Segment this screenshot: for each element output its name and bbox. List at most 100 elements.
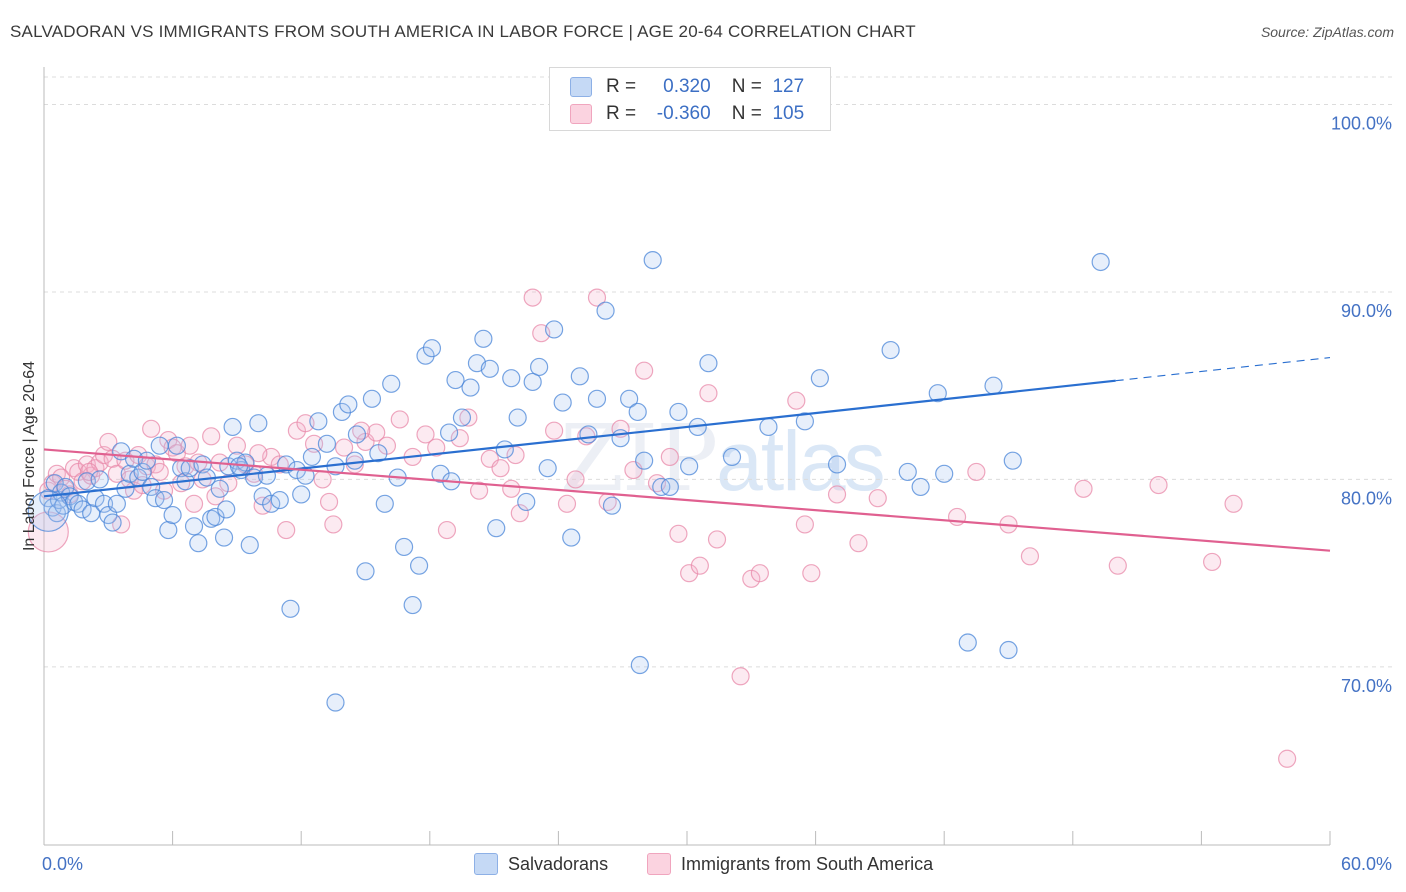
salvadorans-point [508,408,527,427]
salvadorans-point [167,436,186,455]
salvadorans-point [240,535,259,555]
immigrants-point [1278,749,1297,768]
salvadorans-point [827,455,847,474]
salvadorans-point [495,440,514,459]
salvadorans-point [90,470,109,489]
salvadorans-point [326,693,345,712]
x-axis-ticks [43,831,1331,845]
salvadorans-point [898,462,917,482]
salvadorans-point [680,457,699,476]
salvadorans-point [810,369,829,388]
legend-row-immigrants: R = -0.360 N = 105 [570,102,804,126]
salvadorans-point [439,423,459,442]
salvadorans-point [538,459,557,478]
watermark: ZIPatlas [560,405,886,512]
stats-legend: R = 0.320 N = 127 R = -0.360 N = 105 [549,67,831,131]
x-tick-label-min: 0.0% [42,854,83,874]
salvadorans-point [452,408,472,427]
immigrants-point [469,481,489,500]
legend-r-value: 0.320 [663,76,711,97]
salvadorans-point [142,477,161,497]
immigrants-point [699,384,718,403]
legend-n-value: 105 [772,103,805,124]
salvadorans-point [309,412,328,431]
salvadorans-point [669,402,688,422]
immigrants-point [787,391,806,410]
salvadorans-point [958,633,977,652]
salvadorans-trend-extension [1115,356,1331,382]
salvadorans-point [999,640,1018,660]
salvadorans-point [699,354,718,373]
salvadorans-point [375,494,394,513]
salvadorans-point [403,595,422,615]
salvadorans-point [570,367,589,386]
salvadorans-point [103,513,122,532]
immigrants-point [502,479,521,498]
salvadorans-point [159,520,178,540]
immigrants-point [450,429,469,448]
immigrants-point [277,520,296,540]
immigrants-trend-line [43,448,1331,552]
immigrants-point [849,534,868,553]
salvadorans-point [881,340,900,360]
salvadorans-point [545,320,564,339]
salvadorans-point [759,417,778,437]
salvadorans-point [189,534,208,553]
grid-lines [44,76,1392,668]
salvadorans-point [502,369,521,388]
immigrants-point [802,564,821,583]
salvadorans-point [935,464,954,483]
immigrants-point [99,432,118,452]
immigrants-point [249,444,268,463]
salvadorans-point [150,436,169,455]
bottom-legend-salvadorans: Salvadorans [474,852,608,876]
immigrants-point [390,410,409,429]
salvadorans-point [184,517,204,536]
salvadorans-point [461,378,480,397]
salvadorans-point [257,466,277,485]
salvadorans-point [356,562,375,581]
immigrants-point [180,436,199,455]
immigrants-point [566,470,585,489]
immigrants-point [459,408,478,427]
immigrants-point [227,436,246,455]
y-tick-label-90: 90.0% [1341,301,1392,321]
salvadorans-point [596,301,615,320]
immigrants-point [142,419,161,438]
immigrants-point [184,494,204,513]
salvadorans-point [487,519,506,538]
salvadorans-point [911,477,930,497]
salvadorans-point [292,485,311,504]
salvadorans-point [249,414,268,433]
legend-r-value: -0.360 [656,103,711,124]
immigrants-point [491,459,510,478]
immigrants-point [731,667,750,686]
salvadorans-point [628,402,647,422]
y-tick-label-70: 70.0% [1341,676,1392,696]
immigrants-point [202,427,221,446]
bottom-legend-label: Salvadorans [508,853,609,874]
salvadorans-point [635,451,654,470]
immigrants-point [334,438,354,457]
salvadorans-point [795,412,814,431]
immigrants-point [557,494,577,513]
salvadorans-point [587,389,607,408]
salvadorans-point [553,393,572,412]
salvadorans-point [107,494,126,513]
immigrants-point [545,421,564,440]
salvadorans-point [431,464,450,483]
immigrants-point [795,515,814,534]
immigrants-point [416,425,435,444]
salvadorans-point [302,447,322,467]
salvadorans-point [317,434,337,453]
salvadorans-point [416,346,435,365]
immigrants-point [587,288,607,307]
source-label: Source: ZipAtlas.com [1260,24,1394,40]
salvadorans-point [660,477,679,497]
salvadorans-point [56,477,75,497]
legend-swatch-blue [570,77,592,97]
bottom-legend-swatch-pink [647,853,671,875]
immigrants-point [1149,475,1168,495]
salvadorans-point [362,389,382,408]
bottom-legend-swatch-blue [474,853,498,875]
